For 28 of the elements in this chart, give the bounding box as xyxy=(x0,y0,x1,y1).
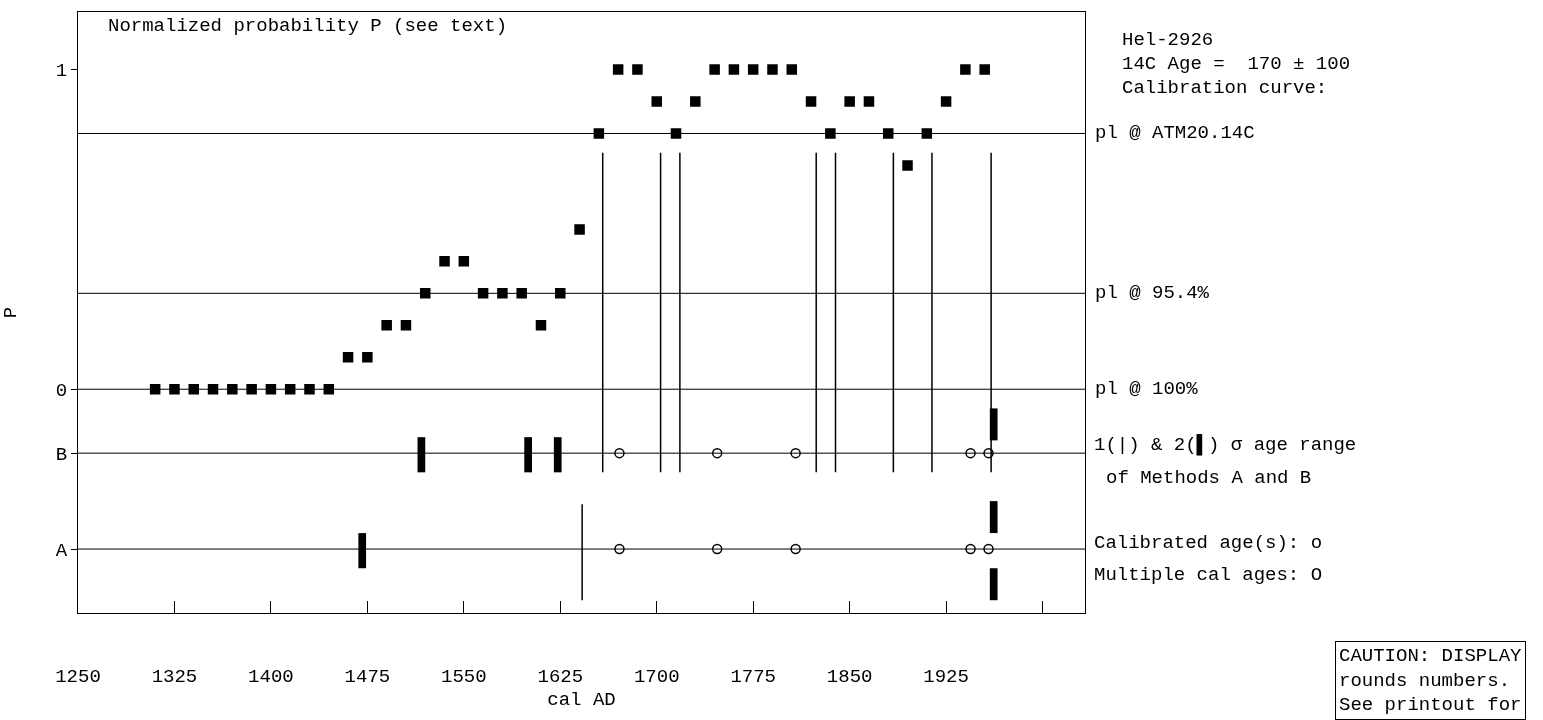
x-tick-label: 1925 xyxy=(923,665,969,688)
ref-line-label: pl @ 95.4% xyxy=(1095,282,1210,304)
y-tick-label: 0 xyxy=(55,379,68,402)
x-tick-label: 1775 xyxy=(730,665,776,688)
text: 1(|) & 2(▌) σ age range xyxy=(1094,434,1357,456)
x-tick-label: 1250 xyxy=(55,665,101,688)
text: Calibration curve: xyxy=(1122,77,1328,99)
ref-line-label: pl @ ATM20.14C xyxy=(1095,122,1255,144)
x-tick-label: 1400 xyxy=(248,665,294,688)
text: 14C Age = 170 ± 100 xyxy=(1122,53,1351,75)
text: Calibrated age(s): o xyxy=(1094,532,1323,554)
chart-title: Normalized probability P (see text) xyxy=(108,14,508,37)
y-tick-label: B xyxy=(55,443,68,466)
text: CAUTION: DISPLAY rounds numbers. See printout for xyxy=(1339,645,1523,717)
x-tick-label: 1325 xyxy=(151,665,198,688)
x-tick-label: 1550 xyxy=(441,665,487,688)
y-tick-label: A xyxy=(55,539,68,562)
y-tick-label: 1 xyxy=(55,60,68,83)
text: Hel-2926 xyxy=(1122,29,1214,51)
x-tick-label: 1625 xyxy=(537,665,584,688)
text: Multiple cal ages: O xyxy=(1094,564,1323,586)
x-tick-label: 1850 xyxy=(826,665,873,688)
y-axis-title: P xyxy=(0,306,22,319)
text: of Methods A and B xyxy=(1106,467,1312,489)
x-axis-title: cal AD xyxy=(547,688,616,711)
x-tick-label: 1475 xyxy=(344,665,391,688)
ref-line-label: pl @ 100% xyxy=(1095,378,1199,400)
x-tick-label: 1700 xyxy=(633,665,680,688)
